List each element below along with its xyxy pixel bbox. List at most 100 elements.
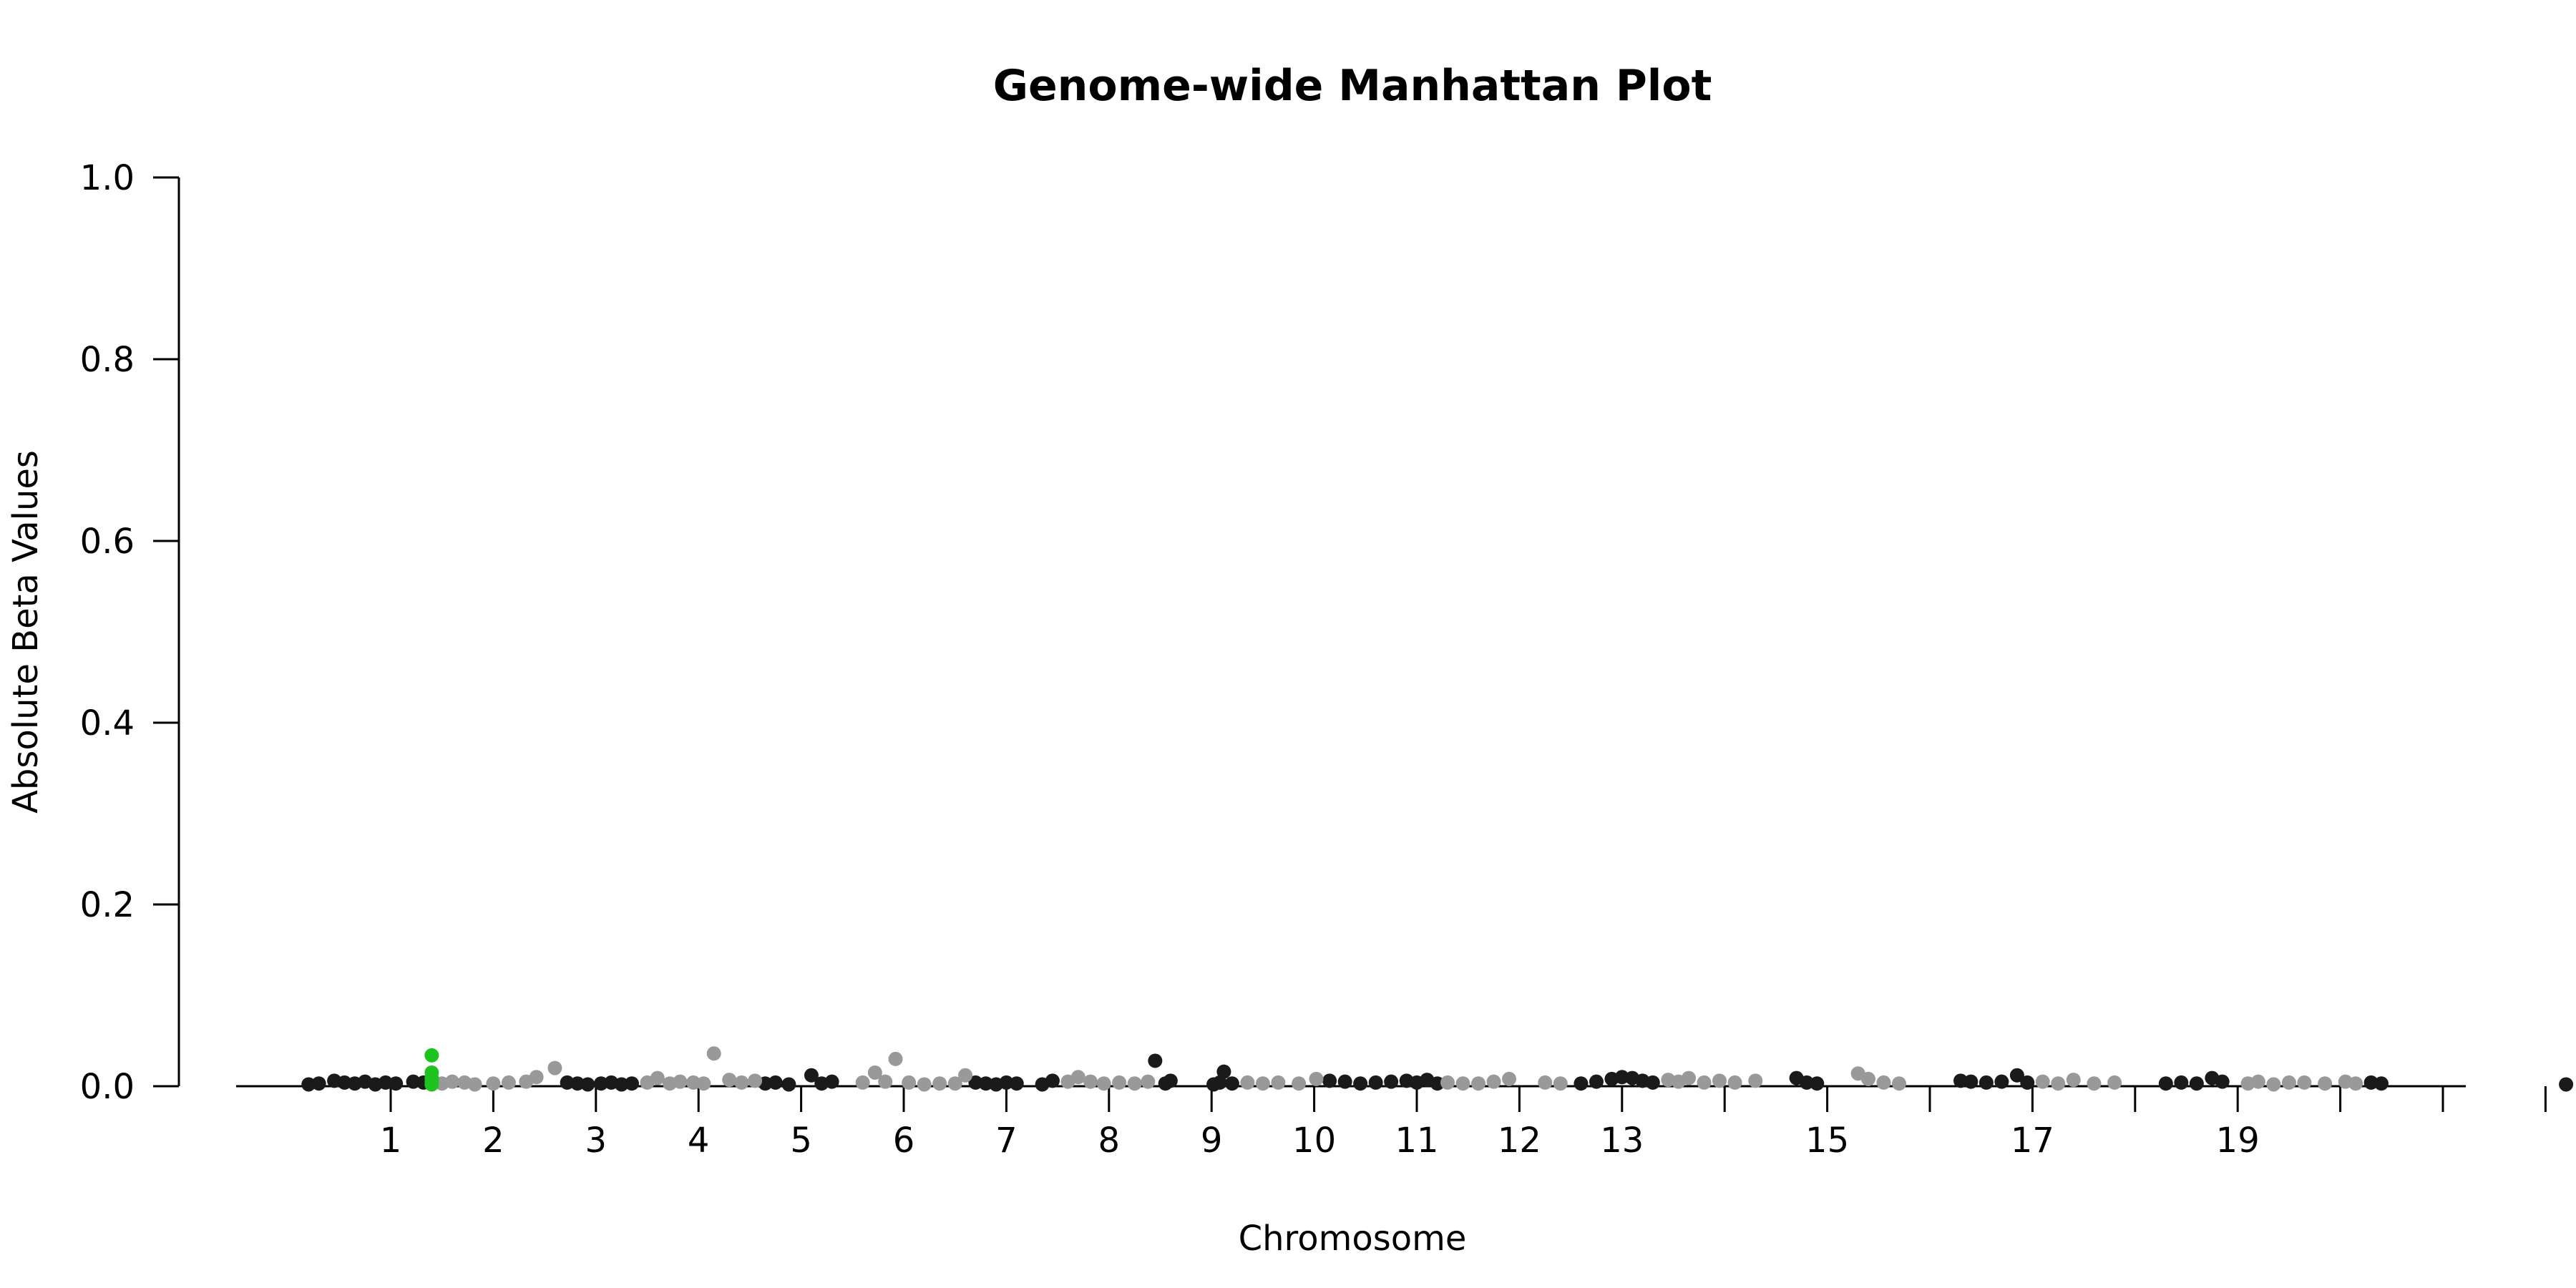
y-tick-label: 0.6 [80,522,135,562]
data-point [804,1068,819,1083]
data-point [878,1074,893,1089]
data-point [650,1070,665,1085]
x-tick-label: 10 [1292,1121,1336,1161]
data-point [1697,1075,1712,1090]
data-point [2087,1076,2102,1091]
data-point [1538,1075,1553,1090]
data-point [1486,1074,1501,1089]
data-point [686,1075,701,1090]
data-point [1096,1076,1111,1091]
data-point [2266,1077,2281,1092]
data-point [1979,1075,1994,1090]
x-tick-label: 15 [1805,1121,1849,1161]
data-point [2373,1076,2389,1091]
data-point [932,1076,947,1091]
data-point [406,1074,421,1089]
x-axis-ticks: 1234567891011121315171923 [380,1086,2547,1161]
x-tick-label: 8 [1098,1121,1121,1161]
data-point [1471,1076,1486,1091]
data-point [624,1076,639,1091]
data-point [1127,1076,1142,1091]
data-point [867,1065,882,1080]
data-point [2318,1076,2333,1091]
data-point [1255,1076,1270,1091]
data-point [311,1076,326,1091]
x-tick-label: 1 [380,1121,402,1161]
data-point [2215,1074,2230,1089]
x-axis-label: Chromosome [1239,1219,1467,1259]
x-tick-label: 12 [1498,1121,1541,1161]
data-point [424,1048,439,1063]
data-point [1553,1076,1568,1091]
data-point [999,1075,1014,1090]
data-point [2348,1076,2363,1091]
y-tick-label: 0.2 [80,885,135,925]
data-point [968,1075,983,1090]
data-point [1994,1074,2009,1089]
y-tick-label: 1.0 [80,158,135,198]
x-tick-label: 2 [482,1121,504,1161]
data-point [696,1076,711,1091]
data-point [1322,1073,1337,1088]
data-point [301,1077,316,1092]
data-point [614,1077,629,1092]
data-point [2250,1074,2265,1089]
data-point [570,1076,585,1091]
data-points [301,1046,2574,1092]
data-point [2066,1073,2081,1088]
chart-title: Genome-wide Manhattan Plot [993,61,1712,111]
data-point [1240,1075,1255,1090]
x-tick-label: 4 [688,1121,710,1161]
data-point [2559,1077,2574,1092]
data-point [917,1077,932,1092]
data-point [389,1076,404,1091]
data-point [1712,1073,1727,1088]
data-point [2174,1075,2189,1090]
data-point [1589,1074,1604,1089]
data-point [748,1073,763,1088]
x-tick-label: 5 [790,1121,812,1161]
x-tick-label: 6 [893,1121,915,1161]
data-point [1384,1074,1399,1089]
data-point [378,1075,393,1090]
x-tick-label: 17 [2011,1121,2054,1161]
x-tick-label: 19 [2216,1121,2260,1161]
data-point [2189,1076,2204,1091]
data-point [1440,1075,1455,1090]
data-point [1953,1073,1968,1088]
data-point [1163,1073,1178,1088]
x-tick-label: 7 [995,1121,1018,1161]
data-point [1141,1074,1156,1089]
data-point [2035,1074,2050,1089]
data-point [501,1075,516,1090]
data-point [824,1074,839,1089]
x-tick-label: 9 [1201,1121,1223,1161]
y-axis-ticks: 0.0 0.2 0.4 0.6 0.8 1.0 [80,158,179,1107]
data-point [1574,1076,1589,1091]
data-point [486,1076,501,1091]
data-point [1682,1070,1697,1085]
data-point [1009,1076,1024,1091]
data-point [529,1070,544,1085]
data-point [781,1077,796,1092]
data-point [947,1076,962,1091]
x-tick-label: 3 [585,1121,608,1161]
data-point [547,1060,562,1075]
data-point [706,1046,721,1061]
y-tick-label: 0.4 [80,703,135,743]
data-point [1891,1076,1906,1091]
data-point [902,1075,917,1090]
data-point [2158,1076,2173,1091]
data-point [337,1075,352,1090]
data-point [2009,1068,2024,1083]
y-tick-label: 0.0 [80,1067,135,1107]
data-point [1224,1076,1239,1091]
data-point [768,1075,783,1090]
data-point [1876,1075,1891,1090]
data-point [2281,1075,2296,1090]
data-point [855,1075,870,1090]
data-point [1112,1075,1127,1090]
data-point [580,1077,595,1092]
x-tick-label: 11 [1395,1121,1438,1161]
